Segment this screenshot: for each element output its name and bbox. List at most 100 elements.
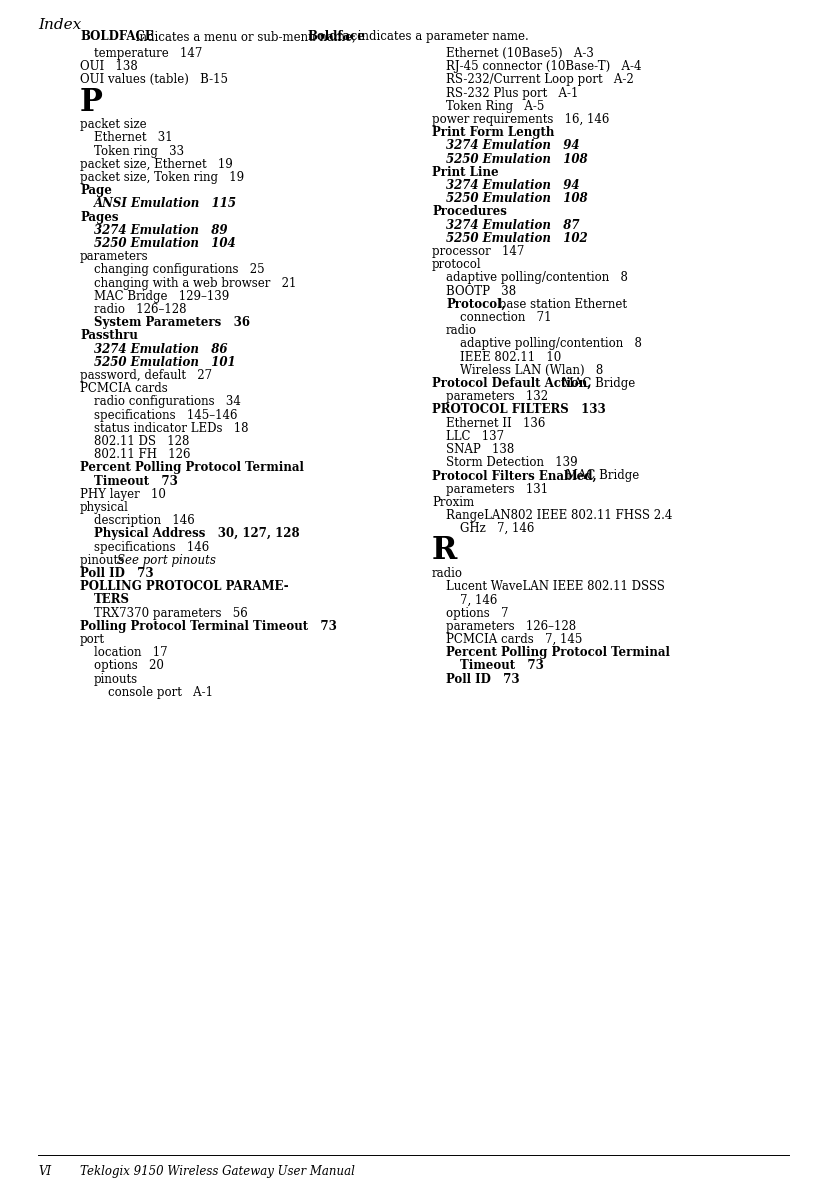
Text: 3274 Emulation   87: 3274 Emulation 87 bbox=[446, 218, 579, 231]
Text: Protocol Filters Enabled,: Protocol Filters Enabled, bbox=[432, 469, 597, 482]
Text: radio: radio bbox=[432, 567, 463, 580]
Text: ANSI Emulation   115: ANSI Emulation 115 bbox=[94, 198, 237, 211]
Text: RS-232 Plus port   A-1: RS-232 Plus port A-1 bbox=[446, 86, 578, 100]
Text: Teklogix 9150 Wireless Gateway User Manual: Teklogix 9150 Wireless Gateway User Manu… bbox=[80, 1165, 355, 1177]
Text: pinouts: pinouts bbox=[80, 554, 128, 567]
Text: temperature   147: temperature 147 bbox=[94, 47, 203, 60]
Text: Proxim: Proxim bbox=[432, 496, 474, 508]
Text: 5250 Emulation   108: 5250 Emulation 108 bbox=[446, 192, 588, 205]
Text: BOOTP   38: BOOTP 38 bbox=[446, 284, 516, 297]
Text: Index: Index bbox=[38, 18, 82, 32]
Text: Percent Polling Protocol Terminal: Percent Polling Protocol Terminal bbox=[80, 462, 304, 475]
Text: Procedures: Procedures bbox=[432, 205, 507, 218]
Text: RS-232/Current Loop port   A-2: RS-232/Current Loop port A-2 bbox=[446, 73, 634, 86]
Text: packet size: packet size bbox=[80, 119, 147, 131]
Text: PCMCIA cards   7, 145: PCMCIA cards 7, 145 bbox=[446, 633, 583, 646]
Text: 5250 Emulation   101: 5250 Emulation 101 bbox=[94, 356, 236, 369]
Text: PCMCIA cards: PCMCIA cards bbox=[80, 382, 168, 396]
Text: base station Ethernet: base station Ethernet bbox=[495, 297, 627, 311]
Text: P: P bbox=[80, 86, 103, 118]
Text: 802.11 FH   126: 802.11 FH 126 bbox=[94, 448, 190, 462]
Text: Polling Protocol Terminal Timeout   73: Polling Protocol Terminal Timeout 73 bbox=[80, 620, 337, 633]
Text: 5250 Emulation   108: 5250 Emulation 108 bbox=[446, 152, 588, 165]
Text: parameters   126–128: parameters 126–128 bbox=[446, 620, 576, 633]
Text: RJ-45 connector (10Base-T)   A-4: RJ-45 connector (10Base-T) A-4 bbox=[446, 60, 642, 73]
Text: MAC Bridge: MAC Bridge bbox=[562, 469, 639, 482]
Text: physical: physical bbox=[80, 501, 129, 514]
Text: changing configurations   25: changing configurations 25 bbox=[94, 264, 265, 277]
Text: location   17: location 17 bbox=[94, 646, 167, 659]
Text: indicates a menu or sub-menu name;: indicates a menu or sub-menu name; bbox=[132, 30, 360, 43]
Text: 7, 146: 7, 146 bbox=[460, 594, 498, 607]
Text: Wireless LAN (Wlan)   8: Wireless LAN (Wlan) 8 bbox=[460, 363, 603, 376]
Text: specifications   146: specifications 146 bbox=[94, 541, 209, 554]
Text: Ethernet II   136: Ethernet II 136 bbox=[446, 416, 545, 429]
Text: power requirements   16, 146: power requirements 16, 146 bbox=[432, 113, 610, 126]
Text: TRX7370 parameters   56: TRX7370 parameters 56 bbox=[94, 607, 248, 620]
Text: BOLDFACE: BOLDFACE bbox=[80, 30, 154, 43]
Text: Passthru: Passthru bbox=[80, 330, 138, 343]
Text: Token Ring   A-5: Token Ring A-5 bbox=[446, 100, 545, 113]
Text: Pages: Pages bbox=[80, 211, 119, 224]
Text: changing with a web browser   21: changing with a web browser 21 bbox=[94, 277, 297, 290]
Text: Lucent WaveLAN IEEE 802.11 DSSS: Lucent WaveLAN IEEE 802.11 DSSS bbox=[446, 580, 665, 594]
Text: TERS: TERS bbox=[94, 594, 130, 607]
Text: Timeout   73: Timeout 73 bbox=[460, 659, 544, 673]
Text: 3274 Emulation   86: 3274 Emulation 86 bbox=[94, 343, 227, 356]
Text: LLC   137: LLC 137 bbox=[446, 429, 504, 442]
Text: specifications   145–146: specifications 145–146 bbox=[94, 409, 237, 422]
Text: Storm Detection   139: Storm Detection 139 bbox=[446, 456, 578, 469]
Text: parameters   131: parameters 131 bbox=[446, 483, 548, 495]
Text: protocol: protocol bbox=[432, 258, 481, 271]
Text: adaptive polling/contention   8: adaptive polling/contention 8 bbox=[460, 337, 642, 350]
Text: Page: Page bbox=[80, 185, 112, 198]
Text: Boldface: Boldface bbox=[307, 30, 365, 43]
Text: radio configurations   34: radio configurations 34 bbox=[94, 396, 241, 409]
Text: port: port bbox=[80, 633, 105, 646]
Text: status indicator LEDs   18: status indicator LEDs 18 bbox=[94, 422, 249, 435]
Text: See port pinouts: See port pinouts bbox=[117, 554, 216, 567]
Text: IEEE 802.11   10: IEEE 802.11 10 bbox=[460, 350, 561, 363]
Text: Print Form Length: Print Form Length bbox=[432, 126, 555, 139]
Text: Ethernet (10Base5)   A-3: Ethernet (10Base5) A-3 bbox=[446, 47, 594, 60]
Text: R: R bbox=[432, 536, 457, 566]
Text: RangeLAN802 IEEE 802.11 FHSS 2.4: RangeLAN802 IEEE 802.11 FHSS 2.4 bbox=[446, 510, 672, 522]
Text: parameters: parameters bbox=[80, 251, 148, 264]
Text: GHz   7, 146: GHz 7, 146 bbox=[460, 523, 535, 535]
Text: POLLING PROTOCOL PARAME-: POLLING PROTOCOL PARAME- bbox=[80, 580, 288, 594]
Text: Ethernet   31: Ethernet 31 bbox=[94, 132, 172, 145]
Text: SNAP   138: SNAP 138 bbox=[446, 442, 514, 456]
Text: packet size, Ethernet   19: packet size, Ethernet 19 bbox=[80, 158, 232, 171]
Text: Print Line: Print Line bbox=[432, 165, 499, 179]
Text: Protocol,: Protocol, bbox=[446, 297, 506, 311]
Text: Physical Address   30, 127, 128: Physical Address 30, 127, 128 bbox=[94, 528, 300, 541]
Text: packet size, Token ring   19: packet size, Token ring 19 bbox=[80, 171, 244, 185]
Text: indicates a parameter name.: indicates a parameter name. bbox=[354, 30, 529, 43]
Text: PROTOCOL FILTERS   133: PROTOCOL FILTERS 133 bbox=[432, 403, 606, 416]
Text: pinouts: pinouts bbox=[94, 673, 138, 686]
Text: Protocol Default Action,: Protocol Default Action, bbox=[432, 376, 592, 390]
Text: processor   147: processor 147 bbox=[432, 245, 524, 258]
Text: 5250 Emulation   102: 5250 Emulation 102 bbox=[446, 231, 588, 245]
Text: password, default   27: password, default 27 bbox=[80, 369, 212, 382]
Text: radio   126–128: radio 126–128 bbox=[94, 303, 186, 317]
Text: System Parameters   36: System Parameters 36 bbox=[94, 317, 250, 330]
Text: connection   71: connection 71 bbox=[460, 311, 551, 324]
Text: Percent Polling Protocol Terminal: Percent Polling Protocol Terminal bbox=[446, 646, 670, 659]
Text: Poll ID   73: Poll ID 73 bbox=[446, 673, 520, 686]
Text: MAC Bridge   129–139: MAC Bridge 129–139 bbox=[94, 290, 229, 303]
Text: parameters   132: parameters 132 bbox=[446, 390, 548, 403]
Text: 5250 Emulation   104: 5250 Emulation 104 bbox=[94, 237, 236, 251]
Text: Poll ID   73: Poll ID 73 bbox=[80, 567, 153, 580]
Text: description   146: description 146 bbox=[94, 514, 194, 528]
Text: VI: VI bbox=[38, 1165, 51, 1177]
Text: console port   A-1: console port A-1 bbox=[108, 686, 213, 699]
Text: OUI values (table)   B-15: OUI values (table) B-15 bbox=[80, 73, 228, 86]
Text: options   7: options 7 bbox=[446, 607, 508, 620]
Text: Token ring   33: Token ring 33 bbox=[94, 145, 184, 158]
Text: MAC Bridge: MAC Bridge bbox=[558, 376, 635, 390]
Text: Timeout   73: Timeout 73 bbox=[94, 475, 178, 488]
Text: radio: radio bbox=[446, 324, 477, 337]
Text: 3274 Emulation   94: 3274 Emulation 94 bbox=[446, 139, 579, 152]
Text: PHY layer   10: PHY layer 10 bbox=[80, 488, 166, 501]
